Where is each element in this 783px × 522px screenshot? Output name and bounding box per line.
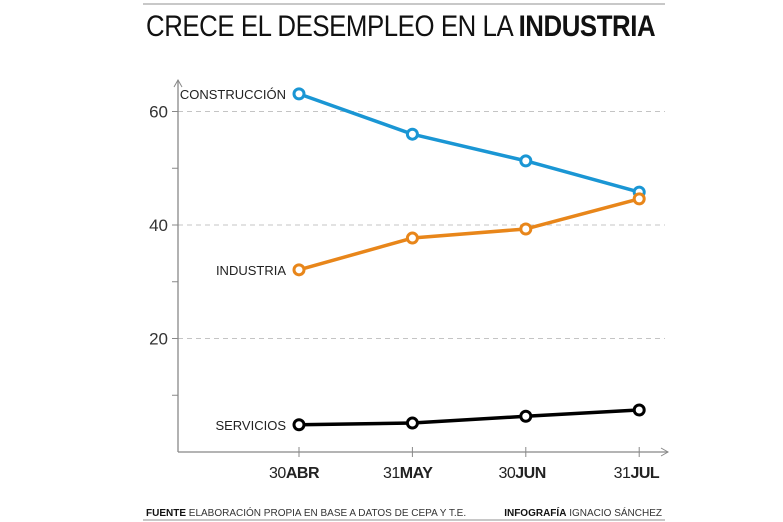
data-point xyxy=(519,409,533,423)
credit-text: IGNACIO SÁNCHEZ xyxy=(569,508,662,519)
x-tick-month: JUL xyxy=(630,465,659,482)
y-axis-arrow xyxy=(173,78,183,88)
series-label: INDUSTRIA xyxy=(216,263,286,278)
x-axis-arrow xyxy=(660,447,670,457)
data-point xyxy=(632,192,646,206)
chart-title: CRECE EL DESEMPLEO EN LA INDUSTRIA xyxy=(146,10,656,44)
x-tick-month: ABR xyxy=(286,465,320,482)
x-tick-label: 30JUN xyxy=(498,465,545,482)
x-tick-month: JUN xyxy=(515,465,546,482)
x-tick-label: 30ABR xyxy=(269,465,320,482)
top-rule xyxy=(143,3,665,5)
series-label: CONSTRUCCIÓN xyxy=(180,87,286,102)
data-point xyxy=(632,403,646,417)
data-point xyxy=(519,154,533,168)
title-text: CRECE EL DESEMPLEO EN LA xyxy=(146,10,512,43)
source-note: FUENTE ELABORACIÓN PROPIA EN BASE A DATO… xyxy=(146,508,466,519)
x-tick-label: 31MAY xyxy=(383,465,433,482)
data-point xyxy=(405,416,419,430)
data-point xyxy=(292,418,306,432)
credit-note: INFOGRAFÍA IGNACIO SÁNCHEZ xyxy=(504,508,662,519)
series-line-industria xyxy=(298,197,640,272)
title-bold-text: INDUSTRIA xyxy=(518,10,656,43)
source-label: FUENTE xyxy=(146,508,186,519)
x-tick-month: MAY xyxy=(400,465,433,482)
x-tick-day: 30 xyxy=(498,465,515,482)
y-tick-label: 20 xyxy=(149,330,168,349)
credit-label: INFOGRAFÍA xyxy=(504,508,567,519)
series-label: SERVICIOS xyxy=(215,418,286,433)
x-tick-day: 31 xyxy=(383,465,400,482)
data-point xyxy=(405,127,419,141)
x-tick-day: 31 xyxy=(614,465,631,482)
y-tick-label: 60 xyxy=(149,103,168,122)
x-tick-day: 30 xyxy=(269,465,286,482)
x-tick-label: 31JUL xyxy=(614,465,660,482)
series-line-construcción xyxy=(298,92,640,194)
data-point xyxy=(405,231,419,245)
y-tick-label: 40 xyxy=(149,216,168,235)
data-point xyxy=(292,263,306,277)
source-text: ELABORACIÓN PROPIA EN BASE A DATOS DE CE… xyxy=(188,508,467,519)
series-line-servicios xyxy=(298,408,640,427)
data-point xyxy=(519,222,533,236)
data-point xyxy=(292,87,306,101)
bottom-rule xyxy=(143,519,665,521)
